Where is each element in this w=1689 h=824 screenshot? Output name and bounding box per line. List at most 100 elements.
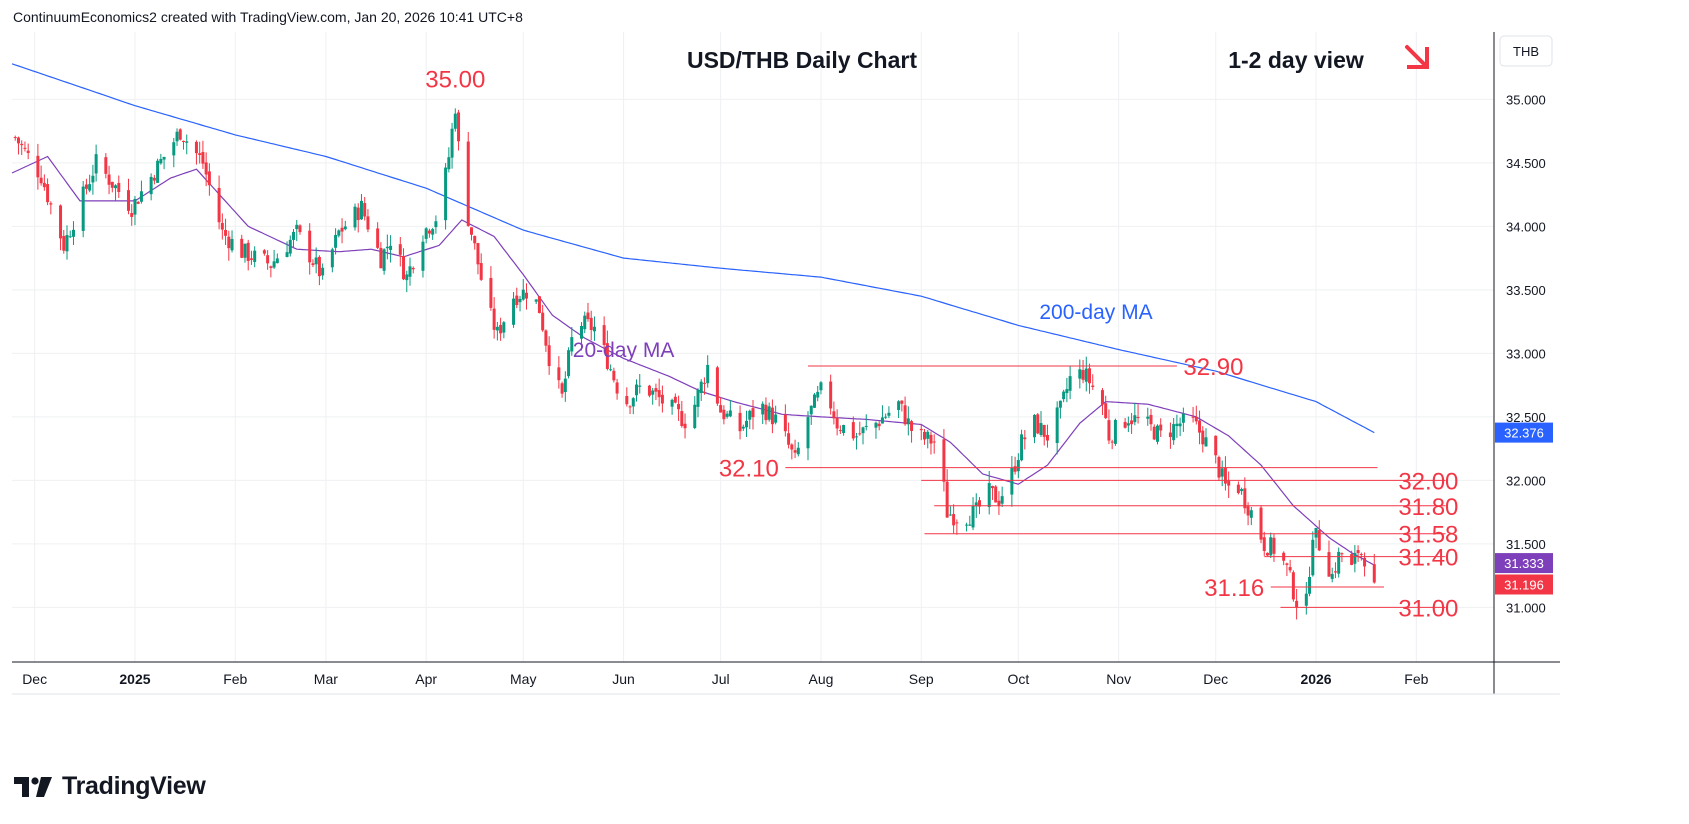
candle-up bbox=[1181, 413, 1185, 423]
level-label: 31.00 bbox=[1398, 595, 1458, 622]
candle-down bbox=[537, 296, 541, 314]
candle-up bbox=[812, 394, 816, 408]
candle-down bbox=[673, 396, 677, 403]
candle-down bbox=[227, 236, 231, 249]
candle-down bbox=[16, 137, 20, 144]
candle-up bbox=[139, 191, 143, 202]
candle-up bbox=[725, 413, 729, 417]
candle-up bbox=[1062, 391, 1066, 400]
candle-up bbox=[741, 426, 745, 429]
candle-up bbox=[518, 298, 522, 303]
candle-up bbox=[767, 406, 771, 420]
candle-down bbox=[702, 382, 706, 384]
candle-down bbox=[473, 235, 477, 244]
tradingview-wordmark: TradingView bbox=[62, 772, 206, 800]
candle-down bbox=[1363, 557, 1367, 567]
tradingview-logo-icon bbox=[14, 776, 52, 797]
candle-down bbox=[466, 141, 470, 226]
candle-down bbox=[130, 213, 134, 217]
candle-down bbox=[1149, 414, 1153, 425]
candle-down bbox=[790, 444, 794, 450]
candle-down bbox=[36, 155, 40, 178]
candle-down bbox=[492, 308, 496, 330]
ma200-label: 200-day MA bbox=[1039, 301, 1152, 324]
candle-up bbox=[275, 258, 279, 264]
candle-up bbox=[88, 184, 92, 191]
candle-down bbox=[900, 400, 904, 404]
candle-up bbox=[1000, 496, 1004, 504]
candle-down bbox=[457, 112, 461, 142]
candle-down bbox=[942, 439, 946, 482]
candle-down bbox=[738, 412, 742, 432]
candle-up bbox=[1126, 423, 1130, 426]
candle-down bbox=[1036, 414, 1040, 434]
candle-down bbox=[1227, 480, 1231, 486]
candle-down bbox=[657, 390, 661, 398]
candle-up bbox=[94, 154, 98, 174]
candle-down bbox=[49, 203, 53, 205]
level-label: 32.90 bbox=[1183, 354, 1243, 381]
candle-up bbox=[334, 234, 338, 248]
candle-up bbox=[699, 381, 703, 394]
tradingview-branding[interactable]: TradingView bbox=[14, 772, 206, 801]
x-tick-label: Dec bbox=[1203, 671, 1228, 687]
candle-down bbox=[217, 187, 221, 223]
candle-down bbox=[751, 408, 755, 418]
candle-down bbox=[104, 157, 108, 174]
candle-down bbox=[1340, 553, 1344, 555]
candle-down bbox=[945, 481, 949, 518]
y-tick-label: 32.500 bbox=[1506, 410, 1546, 425]
candle-down bbox=[1091, 385, 1095, 387]
candle-down bbox=[1317, 530, 1321, 551]
candle-up bbox=[434, 221, 438, 228]
candle-up bbox=[1020, 434, 1024, 461]
candle-down bbox=[955, 522, 959, 524]
candle-up bbox=[884, 416, 888, 418]
candle-down bbox=[829, 381, 833, 409]
candle-down bbox=[207, 171, 211, 186]
candle-down bbox=[994, 486, 998, 503]
candle-up bbox=[230, 238, 234, 251]
candle-down bbox=[997, 500, 1001, 507]
candle-down bbox=[1198, 420, 1202, 433]
candle-down bbox=[220, 222, 224, 230]
candle-up bbox=[1304, 593, 1308, 606]
candle-down bbox=[311, 263, 315, 266]
candle-down bbox=[42, 182, 46, 188]
candle-down bbox=[402, 256, 406, 280]
candle-down bbox=[246, 242, 250, 261]
candle-up bbox=[68, 236, 72, 238]
candle-up bbox=[1249, 510, 1253, 518]
candle-up bbox=[1016, 460, 1020, 472]
candle-up bbox=[965, 524, 969, 526]
candle-down bbox=[23, 147, 27, 149]
candle-down bbox=[628, 406, 632, 408]
candle-down bbox=[1272, 537, 1276, 554]
candle-down bbox=[240, 238, 244, 258]
candle-up bbox=[495, 326, 499, 331]
candle-down bbox=[499, 324, 503, 334]
candle-up bbox=[321, 267, 325, 276]
candle-down bbox=[793, 450, 797, 453]
candle-down bbox=[269, 266, 273, 268]
candle-up bbox=[670, 399, 674, 407]
candle-up bbox=[971, 505, 975, 528]
candle-down bbox=[832, 411, 836, 419]
candle-down bbox=[181, 140, 185, 142]
candle-down bbox=[1042, 424, 1046, 437]
candle-up bbox=[408, 266, 412, 277]
candle-up bbox=[745, 420, 749, 428]
candle-up bbox=[447, 157, 451, 170]
candle-up bbox=[816, 391, 820, 398]
candle-down bbox=[1265, 552, 1269, 556]
candle-down bbox=[1130, 420, 1134, 425]
candle-down bbox=[1214, 435, 1218, 456]
ma20-line bbox=[11, 155, 1375, 566]
level-label: 32.00 bbox=[1398, 468, 1458, 495]
candle-up bbox=[563, 378, 567, 393]
candle-down bbox=[524, 292, 528, 299]
price-tag bbox=[1495, 574, 1553, 595]
candle-up bbox=[149, 176, 153, 195]
